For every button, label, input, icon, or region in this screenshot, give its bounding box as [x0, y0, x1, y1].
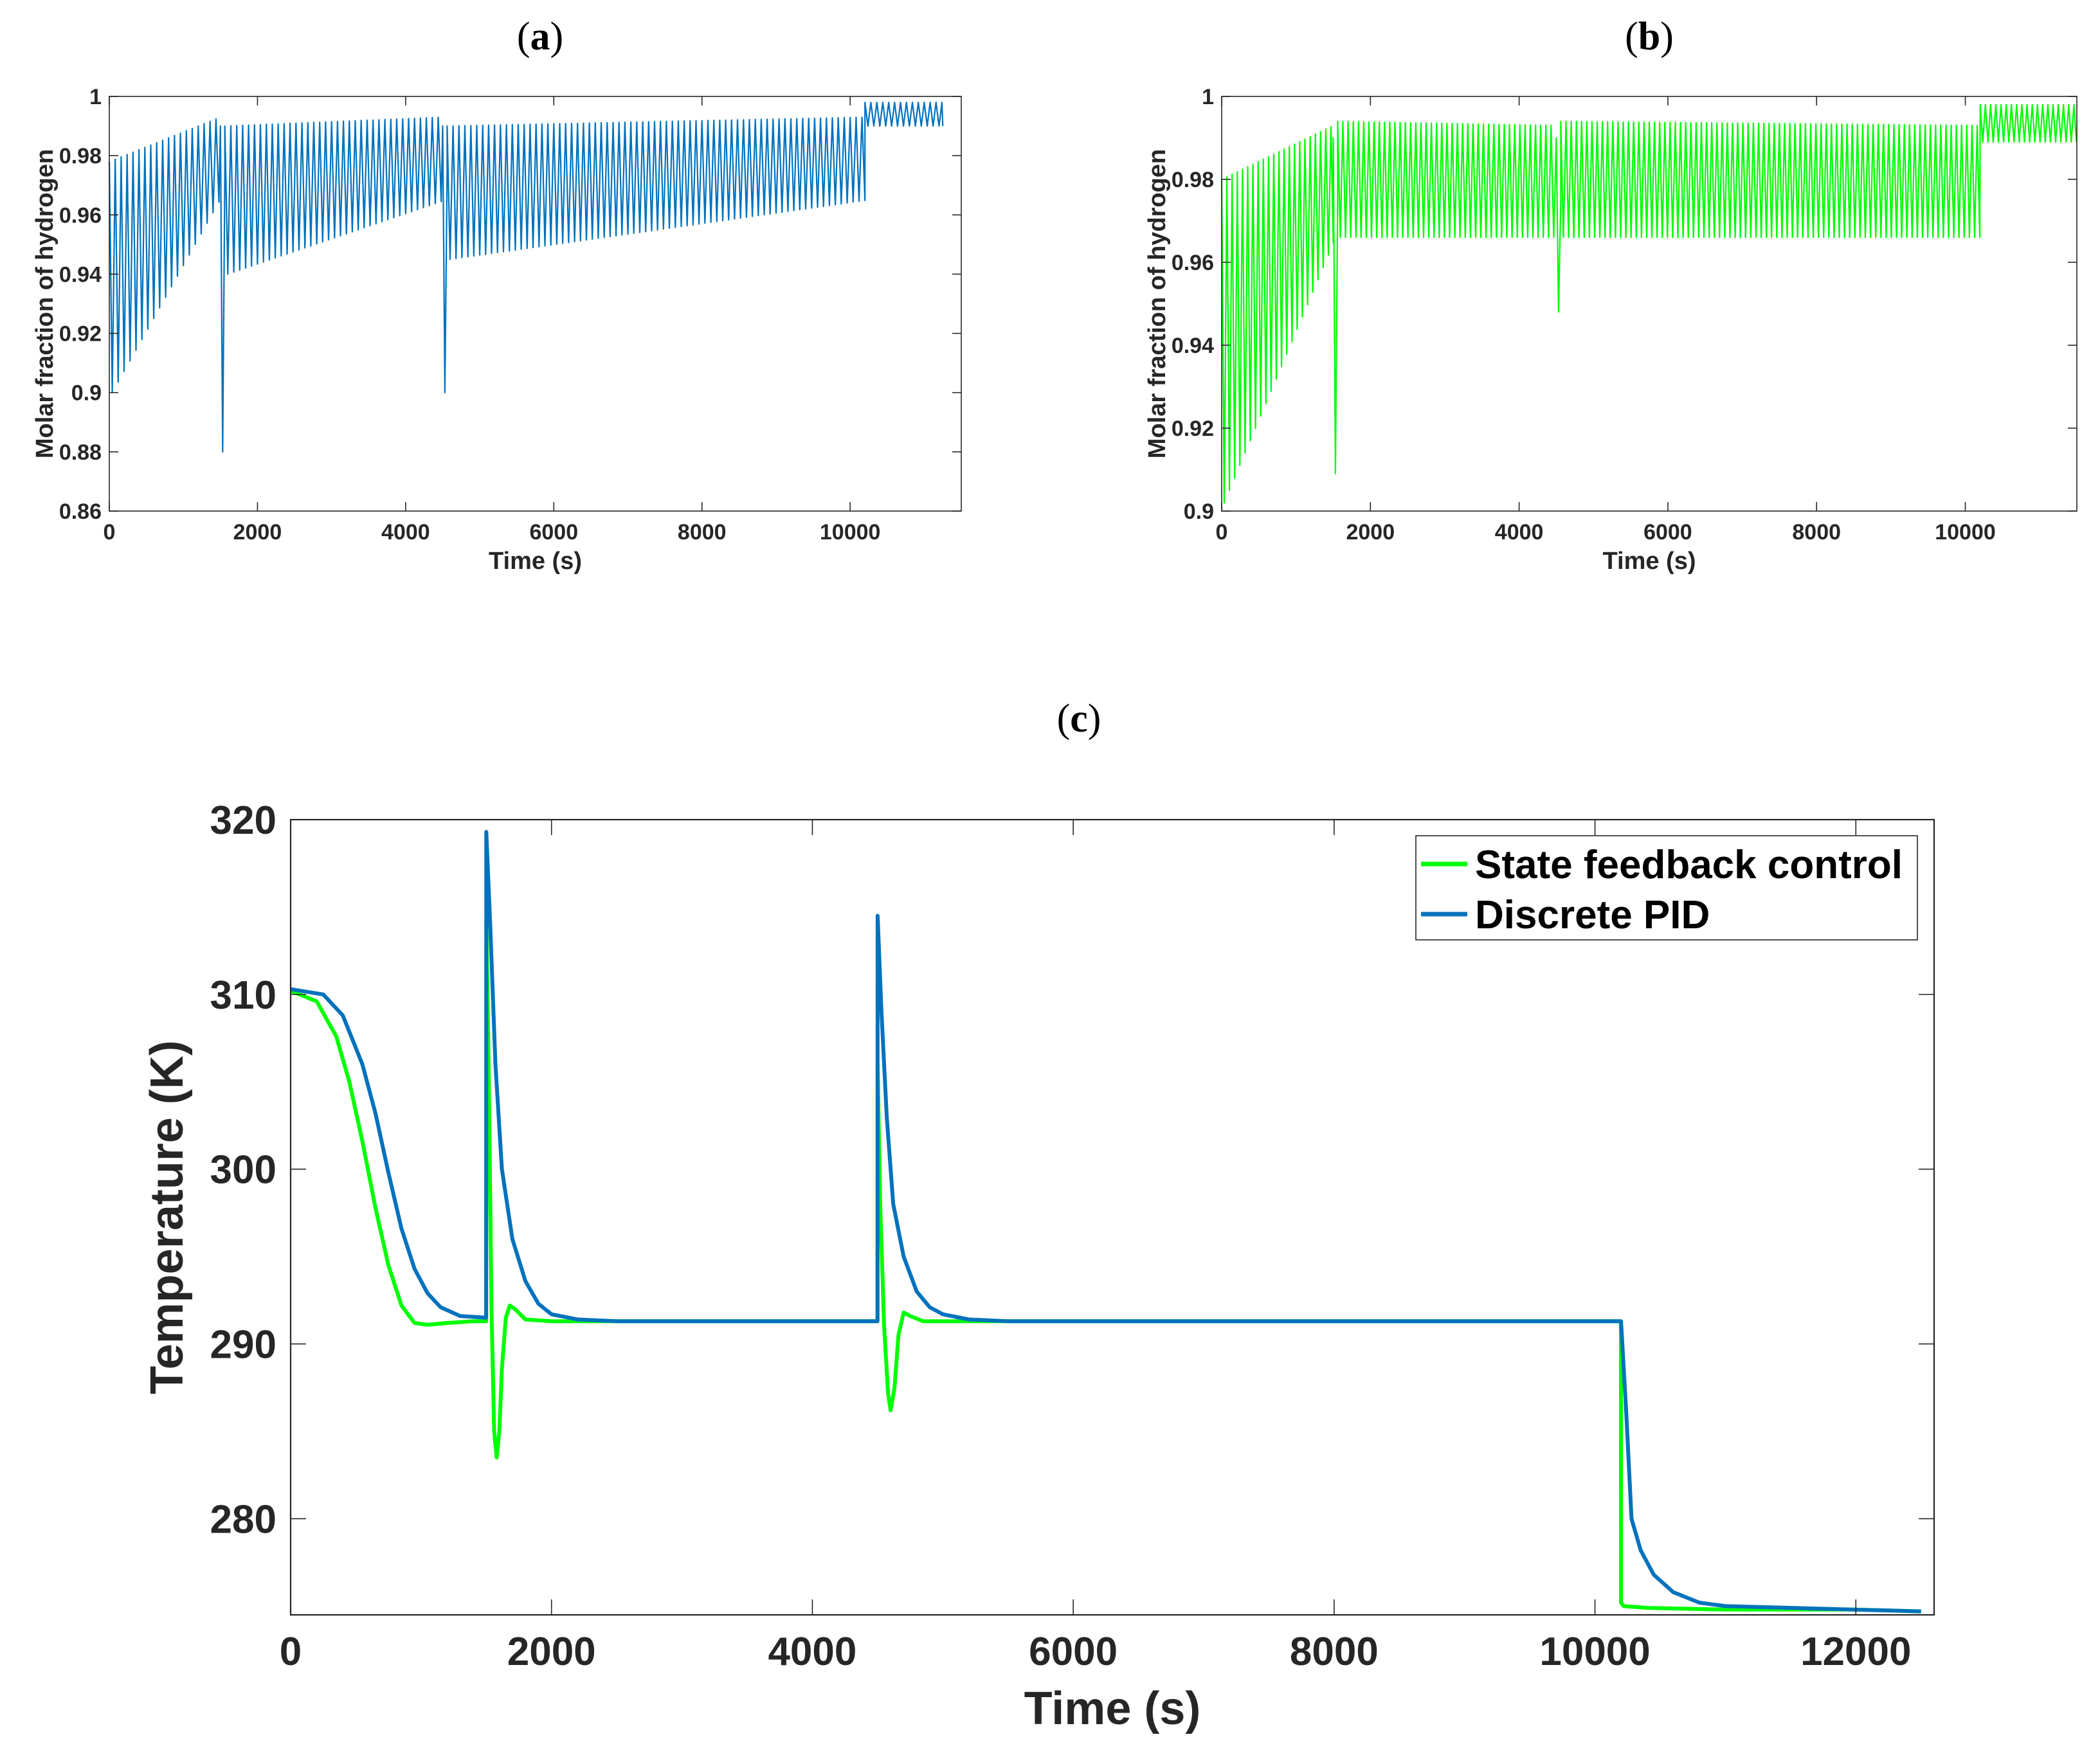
x-tick-label: 0 [104, 520, 116, 544]
y-tick-label: 0.98 [59, 144, 102, 168]
x-axis-label: Time (s) [1024, 1683, 1201, 1734]
legend-entry-label: State feedback control [1475, 843, 1903, 887]
x-tick-label: 0 [1216, 520, 1228, 544]
y-tick-label: 0.94 [59, 262, 102, 287]
panel-label-c: (c) [1057, 697, 1101, 741]
y-tick-label: 0.9 [71, 381, 102, 406]
x-tick-label: 8000 [678, 520, 727, 544]
axes-frame [289, 818, 1935, 1616]
series-line-discrete-pid [108, 102, 944, 453]
x-tick-label: 10000 [1935, 520, 1996, 544]
plot-area [1222, 96, 2077, 511]
x-tick-label: 4000 [381, 520, 430, 544]
chart-b-molar-fraction-state-feedback: 0 2000 4000 6000 8000 10000 0.9 0.92 0.94 0.96 0.9… [1144, 85, 2077, 575]
x-tick-label: 0 [280, 1630, 302, 1674]
y-axis-label: Temperature (K) [141, 1040, 193, 1394]
series-line-state-feedback-control [1220, 104, 2077, 504]
legend-box [1415, 835, 1918, 941]
x-tick-label: 2000 [1346, 520, 1395, 544]
x-tick-label: 4000 [768, 1630, 856, 1674]
y-axis-label: Molar fraction of hydrogen [1144, 149, 1171, 458]
axes-frame [109, 96, 962, 512]
y-axis-label: Molar fraction of hydrogen [32, 149, 59, 458]
y-tick-label: 0.92 [59, 322, 102, 346]
x-tick-label: 12000 [1800, 1630, 1911, 1674]
y-tick-label: 1 [89, 85, 102, 109]
x-tick-label: 4000 [1495, 520, 1544, 544]
plot-area [291, 820, 1934, 1615]
x-tick-label: 8000 [1792, 520, 1841, 544]
y-tick-label: 0.92 [1172, 417, 1214, 441]
chart-c-temperature: 0 2000 4000 6000 8000 10000 12000 280 290 300 310 3… [141, 798, 1935, 1734]
x-tick-label: 6000 [1029, 1630, 1118, 1674]
y-tick-label: 300 [210, 1148, 276, 1192]
panel-label-b: (b) [1625, 15, 1674, 59]
y-tick-label: 0.9 [1184, 500, 1214, 524]
chart-a-molar-fraction-pid: 0 2000 4000 6000 8000 10000 0.86 0.88 0.9 0.92 0.9… [32, 85, 962, 575]
x-axis-label: Time (s) [489, 548, 582, 575]
x-axis-label: Time (s) [1602, 548, 1696, 575]
axes-frame [1221, 96, 2077, 512]
y-tick-label: 0.94 [1172, 334, 1214, 358]
y-tick-label: 0.96 [59, 203, 102, 228]
y-tick-label: 310 [210, 973, 276, 1018]
y-tick-label: 0.96 [1172, 251, 1214, 275]
x-tick-label: 8000 [1290, 1630, 1379, 1674]
panel-label-a: (a) [517, 15, 563, 59]
series-line-discrete-pid [290, 830, 1921, 1614]
y-tick-label: 1 [1202, 85, 1214, 109]
x-tick-label: 10000 [1539, 1630, 1650, 1674]
x-tick-label: 2000 [233, 520, 282, 544]
x-tick-label: 6000 [1643, 520, 1692, 544]
y-tick-label: 280 [210, 1497, 276, 1542]
y-tick-label: 290 [210, 1323, 276, 1367]
y-tick-label: 0.88 [59, 440, 102, 465]
y-tick-label: 0.98 [1172, 168, 1214, 192]
y-tick-label: 0.86 [59, 500, 102, 524]
y-tick-label: 320 [210, 798, 276, 843]
x-tick-label: 10000 [820, 520, 881, 544]
x-tick-label: 2000 [507, 1630, 596, 1674]
legend-entry-label: Discrete PID [1475, 893, 1710, 937]
x-tick-label: 6000 [529, 520, 578, 544]
